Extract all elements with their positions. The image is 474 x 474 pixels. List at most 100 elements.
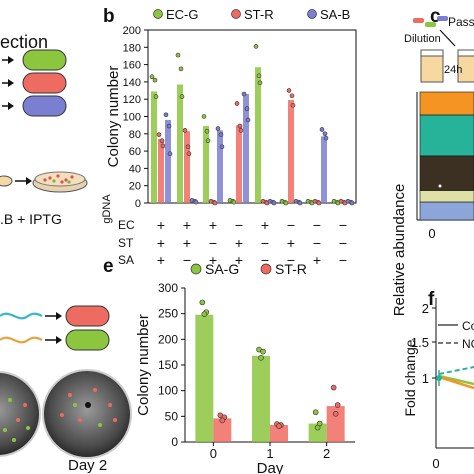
panel-label-b: b [103,6,115,27]
f-ytick-label-2: 2 [422,301,429,316]
panel-label-f: f [428,289,435,310]
b-bar-sa-b-6 [321,136,327,203]
panel-label-c: c [430,6,441,27]
e-ytick-label-0: 0 [171,435,178,449]
e-bar-sa-g-2 [308,423,327,442]
b-point-ec-g-1-1 [178,66,184,72]
b-bar-st-r-5 [288,100,294,203]
schematic-title: ection [0,32,48,52]
b-point-ec-g-2-1 [204,128,210,134]
b-point-sa-b-0-2 [167,151,173,156]
b-point-sa-b-1-2 [193,199,199,205]
panel-c-schematic: Passag Dilution 24h Relative abundance 0 [391,15,474,316]
c-segment-0 [419,91,474,116]
b-sign-1-0: + [183,217,191,233]
b-sign-6-2: + [313,252,321,268]
b-bar-st-r-0 [158,138,164,203]
b-point-ec-g-1-2 [179,94,185,99]
arrow-b2 [45,336,62,344]
e-point-st-r-0-2 [219,417,226,424]
c-segment-2 [419,155,474,191]
e-bar-st-r-2 [326,406,345,442]
b-ytick-label-40: 40 [129,163,141,175]
arrow-1 [2,56,14,64]
e-legend-label-sa-g: SA-G [205,261,239,277]
b-sign-0-1: + [157,235,165,251]
b-point-st-r-0-1 [159,138,165,144]
f-ylabel: Fold change [402,339,418,416]
c-xtick-0: 0 [428,226,435,241]
e-point-st-r-2-1 [334,402,341,408]
b-ytick-label-0: 0 [135,198,141,210]
plasmid-cyan-icon [0,312,43,320]
small-plate-icon [0,175,13,187]
e-xlabel: Day [257,460,284,474]
b-point-st-r-1-1 [185,144,191,150]
e-bar-st-r-1 [270,425,288,442]
b-point-sa-b-2-0 [215,126,221,131]
e-ylabel: Colony number [135,314,152,416]
e-point-sa-g-2-2 [314,424,321,431]
b-point-ec-g-5-2 [283,200,289,206]
panel-label-e: e [103,256,114,277]
b-ytick-label-160: 160 [123,60,141,72]
plasmid-orange-icon [0,336,43,344]
b-point-ec-g-4-1 [256,73,262,79]
b-ytick-label-200: 200 [123,25,141,37]
b-sign-6-0: − [313,217,321,233]
b-sign-7-1: − [339,235,347,251]
flask-2-icon [457,49,474,83]
b-sign-1-2: − [183,252,191,268]
e-ytick-label-200: 200 [158,332,178,346]
f-point-day0 [436,375,442,381]
b-bar-sa-b-2 [217,130,223,203]
e-ytick-label-50: 50 [165,409,179,423]
b-sign-4-1: − [261,235,269,251]
b-ytick-label-80: 80 [129,129,141,141]
e-point-st-r-1-2 [276,423,282,429]
b-point-ec-g-0-2 [153,94,159,99]
b-bar-ec-g-4 [255,67,261,203]
f-xtick-0: 0 [432,456,439,471]
petri-dish-photo-1 [0,371,41,457]
b-row-label-st: ST [118,236,134,250]
b-sign-5-2: − [287,252,295,268]
e-point-st-r-2-0 [330,384,337,391]
arrow-3 [2,102,14,110]
b-point-ec-g-1-0 [175,52,181,58]
e-bar-sa-g-1 [252,355,270,442]
e-ytick-label-100: 100 [158,384,178,398]
e-ytick-label-250: 250 [158,307,178,321]
b-bar-ec-g-0 [151,91,157,203]
c-segment-3 [419,190,474,203]
b-ytick-label-60: 60 [129,146,141,158]
b-legend-marker-sa-b [307,9,317,19]
e-bar-st-r-0 [213,418,232,442]
b-legend-marker-st-r [231,9,241,19]
e-point-sa-g-0-2 [201,311,208,317]
chart-b: 0 20 40 60 80 100 120 140 160 180 200 Colony number… [101,7,357,268]
mini-cell-blue-icon [437,16,448,21]
b-legend-label-st-r: ST-R [244,7,274,22]
f-series-teal-dashed-line [438,366,474,375]
b-point-sa-b-7-2 [349,200,355,206]
f-ytick-2: 2 [422,301,436,316]
b-bar-ec-g-2 [203,126,209,203]
b-row-label-ec: EC [118,218,135,232]
day-label: Day 2 [68,457,107,474]
b-sign-1-1: + [183,235,191,251]
b-legend-label-sa-b: SA-B [320,7,350,22]
b-point-sa-b-6-0 [319,127,325,132]
flask-1-icon [420,49,444,83]
b-point-sa-b-0-1 [166,123,172,129]
e-xtick-label-2: 2 [323,446,330,461]
b-point-sa-b-3-0 [241,91,247,97]
b-bar-st-r-3 [236,125,242,203]
f-ytick-1-5: 1.5 [411,335,436,350]
b-point-sa-b-2-2 [219,144,225,150]
e-point-sa-g-1-1 [260,348,266,355]
f-series-orange-line [438,375,474,390]
b-ytick-label-120: 120 [123,94,141,106]
passage-label: Passag [448,15,474,29]
